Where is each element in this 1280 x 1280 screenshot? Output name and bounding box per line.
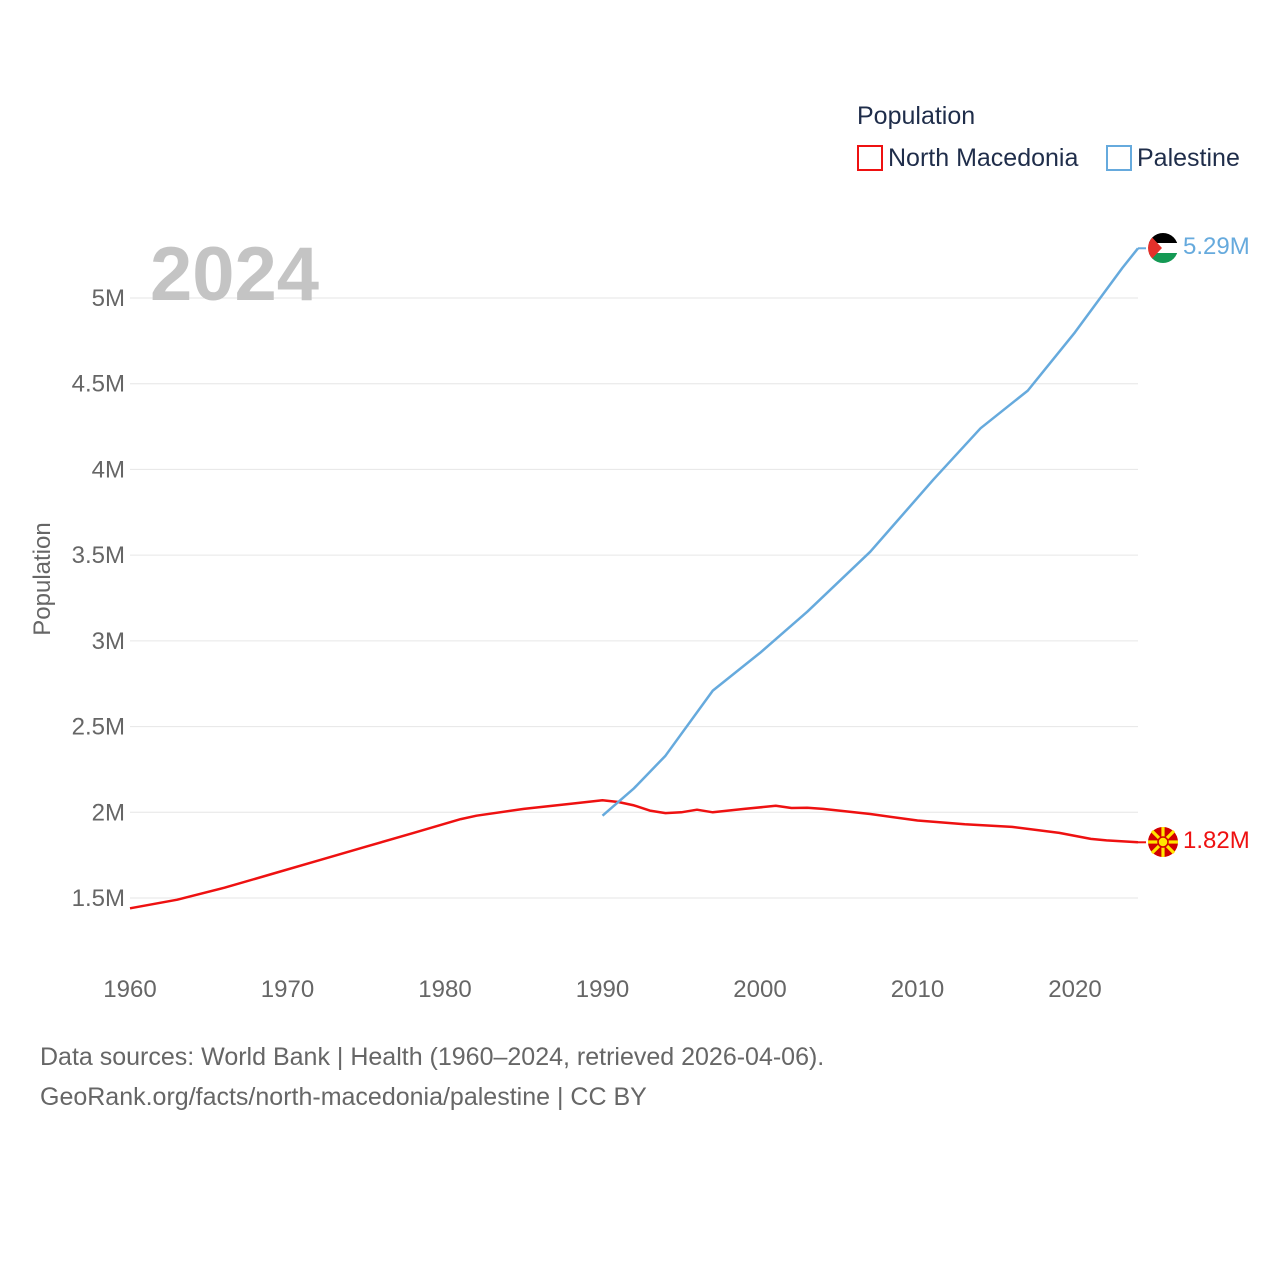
x-tick-label: 1970 xyxy=(261,976,314,1003)
legend-item-north-macedonia[interactable]: North Macedonia xyxy=(857,144,1078,172)
legend-item-palestine[interactable]: Palestine xyxy=(1106,144,1240,172)
year-label: 2024 xyxy=(150,232,319,317)
y-tick-label: 2M xyxy=(92,799,125,826)
series-line-palestine[interactable] xyxy=(601,247,1139,817)
x-tick-label: 2000 xyxy=(733,976,786,1003)
x-tick-label: 1960 xyxy=(103,976,156,1003)
x-tick-label: 1980 xyxy=(418,976,471,1003)
north-macedonia-end-label: 1.82M xyxy=(1183,827,1250,854)
series-layer xyxy=(129,247,1146,910)
legend-label-palestine: Palestine xyxy=(1137,144,1240,172)
footer-attribution[interactable]: GeoRank.org/facts/north-macedonia/palest… xyxy=(40,1083,647,1111)
y-tick-label: 4.5M xyxy=(72,371,125,398)
y-tick-label: 4M xyxy=(92,456,125,483)
y-tick-label: 1.5M xyxy=(72,885,125,912)
y-tick-label: 3M xyxy=(92,628,125,655)
palestine-end-label: 5.29M xyxy=(1183,233,1250,260)
legend-swatch-palestine xyxy=(1106,145,1132,171)
legend: Population North Macedonia Palestine xyxy=(857,102,1240,172)
legend-label-north-macedonia: North Macedonia xyxy=(888,144,1078,172)
y-axis: 1.5M 2M 2.5M 3M 3.5M 4M 4.5M 5M xyxy=(72,285,1138,912)
legend-swatch-north-macedonia xyxy=(857,145,883,171)
footer-sources: Data sources: World Bank | Health (1960–… xyxy=(40,1043,825,1071)
north-macedonia-flag-icon xyxy=(1148,827,1178,857)
x-axis: 1960 1970 1980 1990 2000 2010 2020 xyxy=(103,976,1101,1003)
y-axis-title: Population xyxy=(29,522,56,635)
y-tick-label: 3.5M xyxy=(72,542,125,569)
legend-title: Population xyxy=(857,102,975,130)
y-tick-label: 2.5M xyxy=(72,714,125,741)
x-tick-label: 1990 xyxy=(576,976,629,1003)
series-line-north-macedonia[interactable] xyxy=(129,799,1139,910)
palestine-flag-icon xyxy=(1148,233,1178,263)
x-tick-label: 2010 xyxy=(891,976,944,1003)
x-tick-label: 2020 xyxy=(1048,976,1101,1003)
y-tick-label: 5M xyxy=(92,285,125,312)
